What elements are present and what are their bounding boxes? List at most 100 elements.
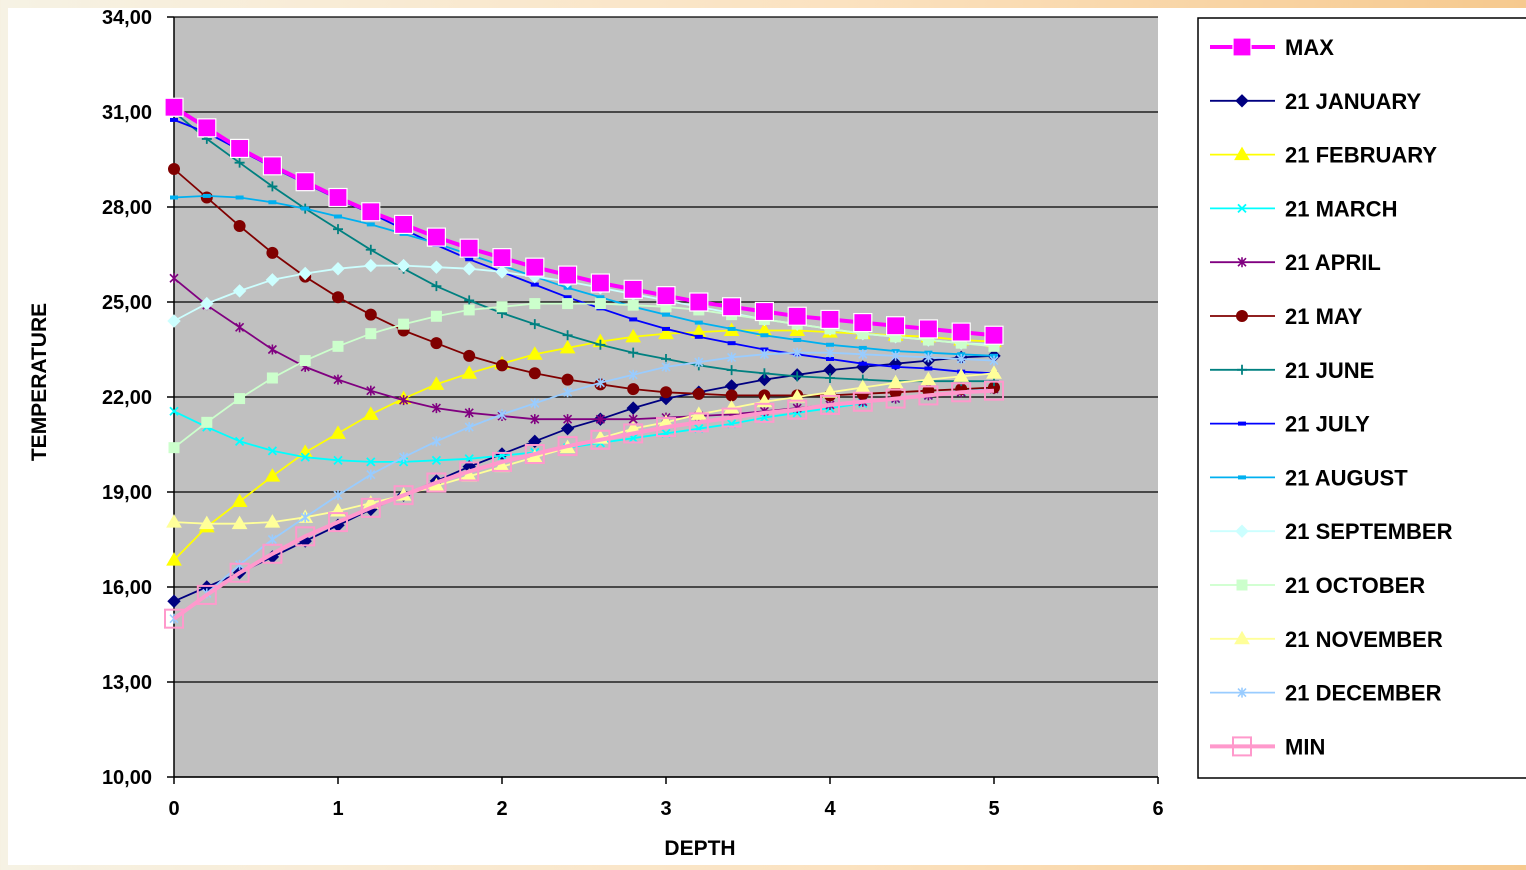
legend-label: 21 SEPTEMBER bbox=[1285, 519, 1453, 544]
data-point bbox=[594, 298, 606, 310]
data-point bbox=[595, 414, 605, 425]
data-point bbox=[170, 195, 178, 200]
legend-label: 21 JANUARY bbox=[1285, 89, 1421, 114]
data-point bbox=[623, 423, 644, 444]
data-point bbox=[463, 304, 475, 316]
data-point bbox=[430, 337, 443, 350]
legend-marker bbox=[1238, 475, 1246, 480]
series-21-october bbox=[168, 298, 1000, 454]
series-line-min bbox=[172, 388, 995, 621]
data-point bbox=[694, 320, 703, 325]
data-point bbox=[426, 472, 447, 493]
y-tick-label: 16,00 bbox=[102, 577, 152, 599]
data-point bbox=[464, 422, 474, 433]
data-point bbox=[754, 301, 775, 322]
data-point bbox=[563, 414, 573, 425]
data-point bbox=[528, 367, 541, 380]
legend-item-21-october: 21 OCTOBER bbox=[1210, 573, 1425, 598]
series-line-21-june bbox=[173, 111, 994, 383]
data-point bbox=[426, 227, 446, 247]
legend-item-21-june: 21 JUNE bbox=[1210, 358, 1374, 383]
data-point bbox=[430, 310, 442, 322]
legend-label: 21 JUNE bbox=[1285, 358, 1374, 383]
data-point bbox=[759, 368, 770, 379]
legend: MAX 21 JANUARY 21 FEBRUARY 21 MARCH 21 APRIL… bbox=[1197, 17, 1526, 779]
data-point bbox=[822, 384, 838, 398]
data-point bbox=[328, 512, 348, 533]
data-point bbox=[267, 181, 278, 192]
data-point bbox=[524, 444, 545, 464]
data-point bbox=[167, 594, 181, 608]
legend-marker bbox=[1237, 364, 1247, 375]
data-point bbox=[202, 193, 211, 198]
legend-item-21-may: 21 MAY bbox=[1210, 304, 1363, 329]
data-point bbox=[662, 326, 670, 331]
y-tick-label: 34,00 bbox=[102, 7, 152, 29]
data-point bbox=[656, 286, 676, 306]
data-point bbox=[235, 195, 244, 200]
data-point bbox=[918, 385, 939, 406]
x-tick-label: 3 bbox=[660, 798, 671, 820]
data-point bbox=[590, 429, 611, 450]
data-point bbox=[956, 354, 966, 364]
x-tick-label: 6 bbox=[1152, 798, 1163, 820]
legend-label: 21 JULY bbox=[1285, 412, 1370, 437]
data-point bbox=[170, 117, 178, 122]
series-max bbox=[164, 97, 1004, 345]
data-point bbox=[660, 386, 672, 399]
data-point bbox=[459, 238, 479, 258]
data-point bbox=[234, 436, 245, 446]
data-point bbox=[820, 394, 840, 415]
data-point bbox=[787, 306, 807, 326]
data-point bbox=[331, 262, 345, 276]
data-point bbox=[197, 118, 217, 138]
data-point bbox=[694, 357, 704, 368]
data-point bbox=[529, 319, 540, 330]
data-point bbox=[200, 296, 214, 311]
data-point bbox=[169, 273, 179, 284]
legend-marker bbox=[1234, 630, 1250, 645]
data-point bbox=[727, 352, 737, 363]
data-point bbox=[989, 355, 999, 366]
data-point bbox=[333, 374, 343, 385]
data-point bbox=[953, 368, 970, 382]
data-point bbox=[918, 319, 939, 339]
legend-item-21-september: 21 SEPTEMBER bbox=[1210, 519, 1453, 544]
data-point bbox=[951, 382, 972, 403]
x-axis-title: DEPTH bbox=[664, 837, 735, 860]
data-point bbox=[328, 187, 348, 208]
data-point bbox=[198, 515, 215, 530]
data-point bbox=[721, 407, 742, 428]
data-point bbox=[721, 297, 742, 317]
data-point bbox=[361, 202, 381, 222]
data-point bbox=[562, 298, 574, 310]
y-axis-title: TEMPERATURE bbox=[28, 303, 51, 461]
data-point bbox=[267, 534, 277, 545]
data-point bbox=[298, 266, 312, 281]
data-point bbox=[169, 406, 179, 416]
data-point bbox=[365, 244, 376, 255]
data-point bbox=[689, 292, 709, 312]
data-point bbox=[164, 97, 184, 117]
data-point bbox=[986, 365, 1002, 379]
data-point bbox=[268, 200, 277, 205]
data-point bbox=[230, 138, 250, 159]
data-point bbox=[526, 346, 543, 360]
data-point bbox=[399, 452, 409, 463]
data-point bbox=[393, 485, 414, 506]
data-point bbox=[754, 402, 775, 423]
legend-label: 21 OCTOBER bbox=[1285, 573, 1425, 598]
data-point bbox=[497, 409, 507, 420]
data-point bbox=[792, 371, 803, 382]
data-point bbox=[462, 262, 476, 276]
data-point bbox=[727, 341, 736, 346]
data-point bbox=[464, 407, 474, 418]
data-point bbox=[299, 355, 311, 367]
data-point bbox=[295, 172, 315, 192]
data-point bbox=[164, 608, 184, 629]
data-point bbox=[723, 400, 740, 414]
legend-marker bbox=[1234, 146, 1250, 161]
data-point bbox=[459, 461, 480, 482]
data-point bbox=[858, 345, 867, 350]
data-point bbox=[332, 291, 344, 304]
